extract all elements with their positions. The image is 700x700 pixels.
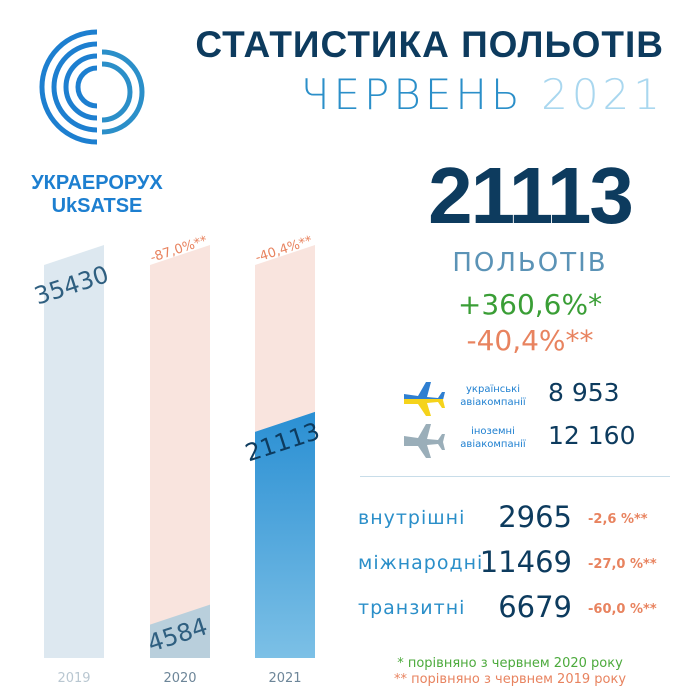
airline-label-foreign: іноземні авіакомпанії [438,425,548,451]
airline-label-line: іноземні [471,426,515,437]
footnote-single: * порівняно з червнем 2020 року [397,656,623,671]
airline-value-foreign: 12 160 [548,421,636,450]
change-vs-2019: -40,4%** [466,324,594,357]
subtitle-month: ЧЕРВЕНЬ [300,70,524,119]
logo-name-english: UkSATSE [51,195,143,217]
airplane-ukrainian-icon [400,378,446,422]
category-label-domestic: внутрішні [358,507,466,529]
airline-label-ukrainian: українські авіакомпанії [438,383,548,409]
page-title: СТАТИСТИКА ПОЛЬОТІВ [195,24,664,65]
airline-label-line: авіакомпанії [460,439,526,450]
category-value-transit: 6679 [498,590,572,624]
category-label-international: міжнародні [358,552,484,574]
change-vs-2020: +360,6%* [457,288,603,321]
total-flights-value: 21113 [428,151,634,240]
flights-bar-chart: 3543020194584-87,0%**202021113-40,4%**20… [31,233,323,686]
subtitle-year: 2021 [541,70,664,119]
ghost-bar-2020 [150,245,210,658]
logo-name-ukrainian: УКРАЕРОРУХ [31,172,163,194]
page-subtitle: ЧЕРВЕНЬ 2021 [301,70,664,119]
airplane-foreign-icon [400,420,446,464]
category-change-transit: -60,0 %** [588,602,657,617]
category-change-international: -27,0 %** [588,557,657,572]
category-change-domestic: -2,6 %** [588,512,648,527]
total-flights-unit: ПОЛЬОТІВ [452,248,608,278]
footnote-double: ** порівняно з червнем 2019 року [393,672,627,687]
section-divider [360,476,670,477]
category-value-domestic: 2965 [498,500,572,534]
x-tick-label-2019: 2019 [57,671,90,686]
x-tick-label-2020: 2020 [163,671,196,686]
category-label-transit: транзитні [358,597,466,619]
airline-value-ukrainian: 8 953 [548,378,620,407]
x-tick-label-2021: 2021 [268,671,301,686]
bar-2019 [44,245,104,658]
uksatse-logo: УКРАЕРОРУХ UkSATSE [22,22,172,217]
airline-label-line: авіакомпанії [460,397,526,408]
bar-2020 [150,604,210,658]
airline-label-line: українські [466,384,520,395]
uksatse-emblem-icon [39,29,145,145]
bar-2021 [255,411,315,658]
category-value-international: 11469 [479,545,572,579]
